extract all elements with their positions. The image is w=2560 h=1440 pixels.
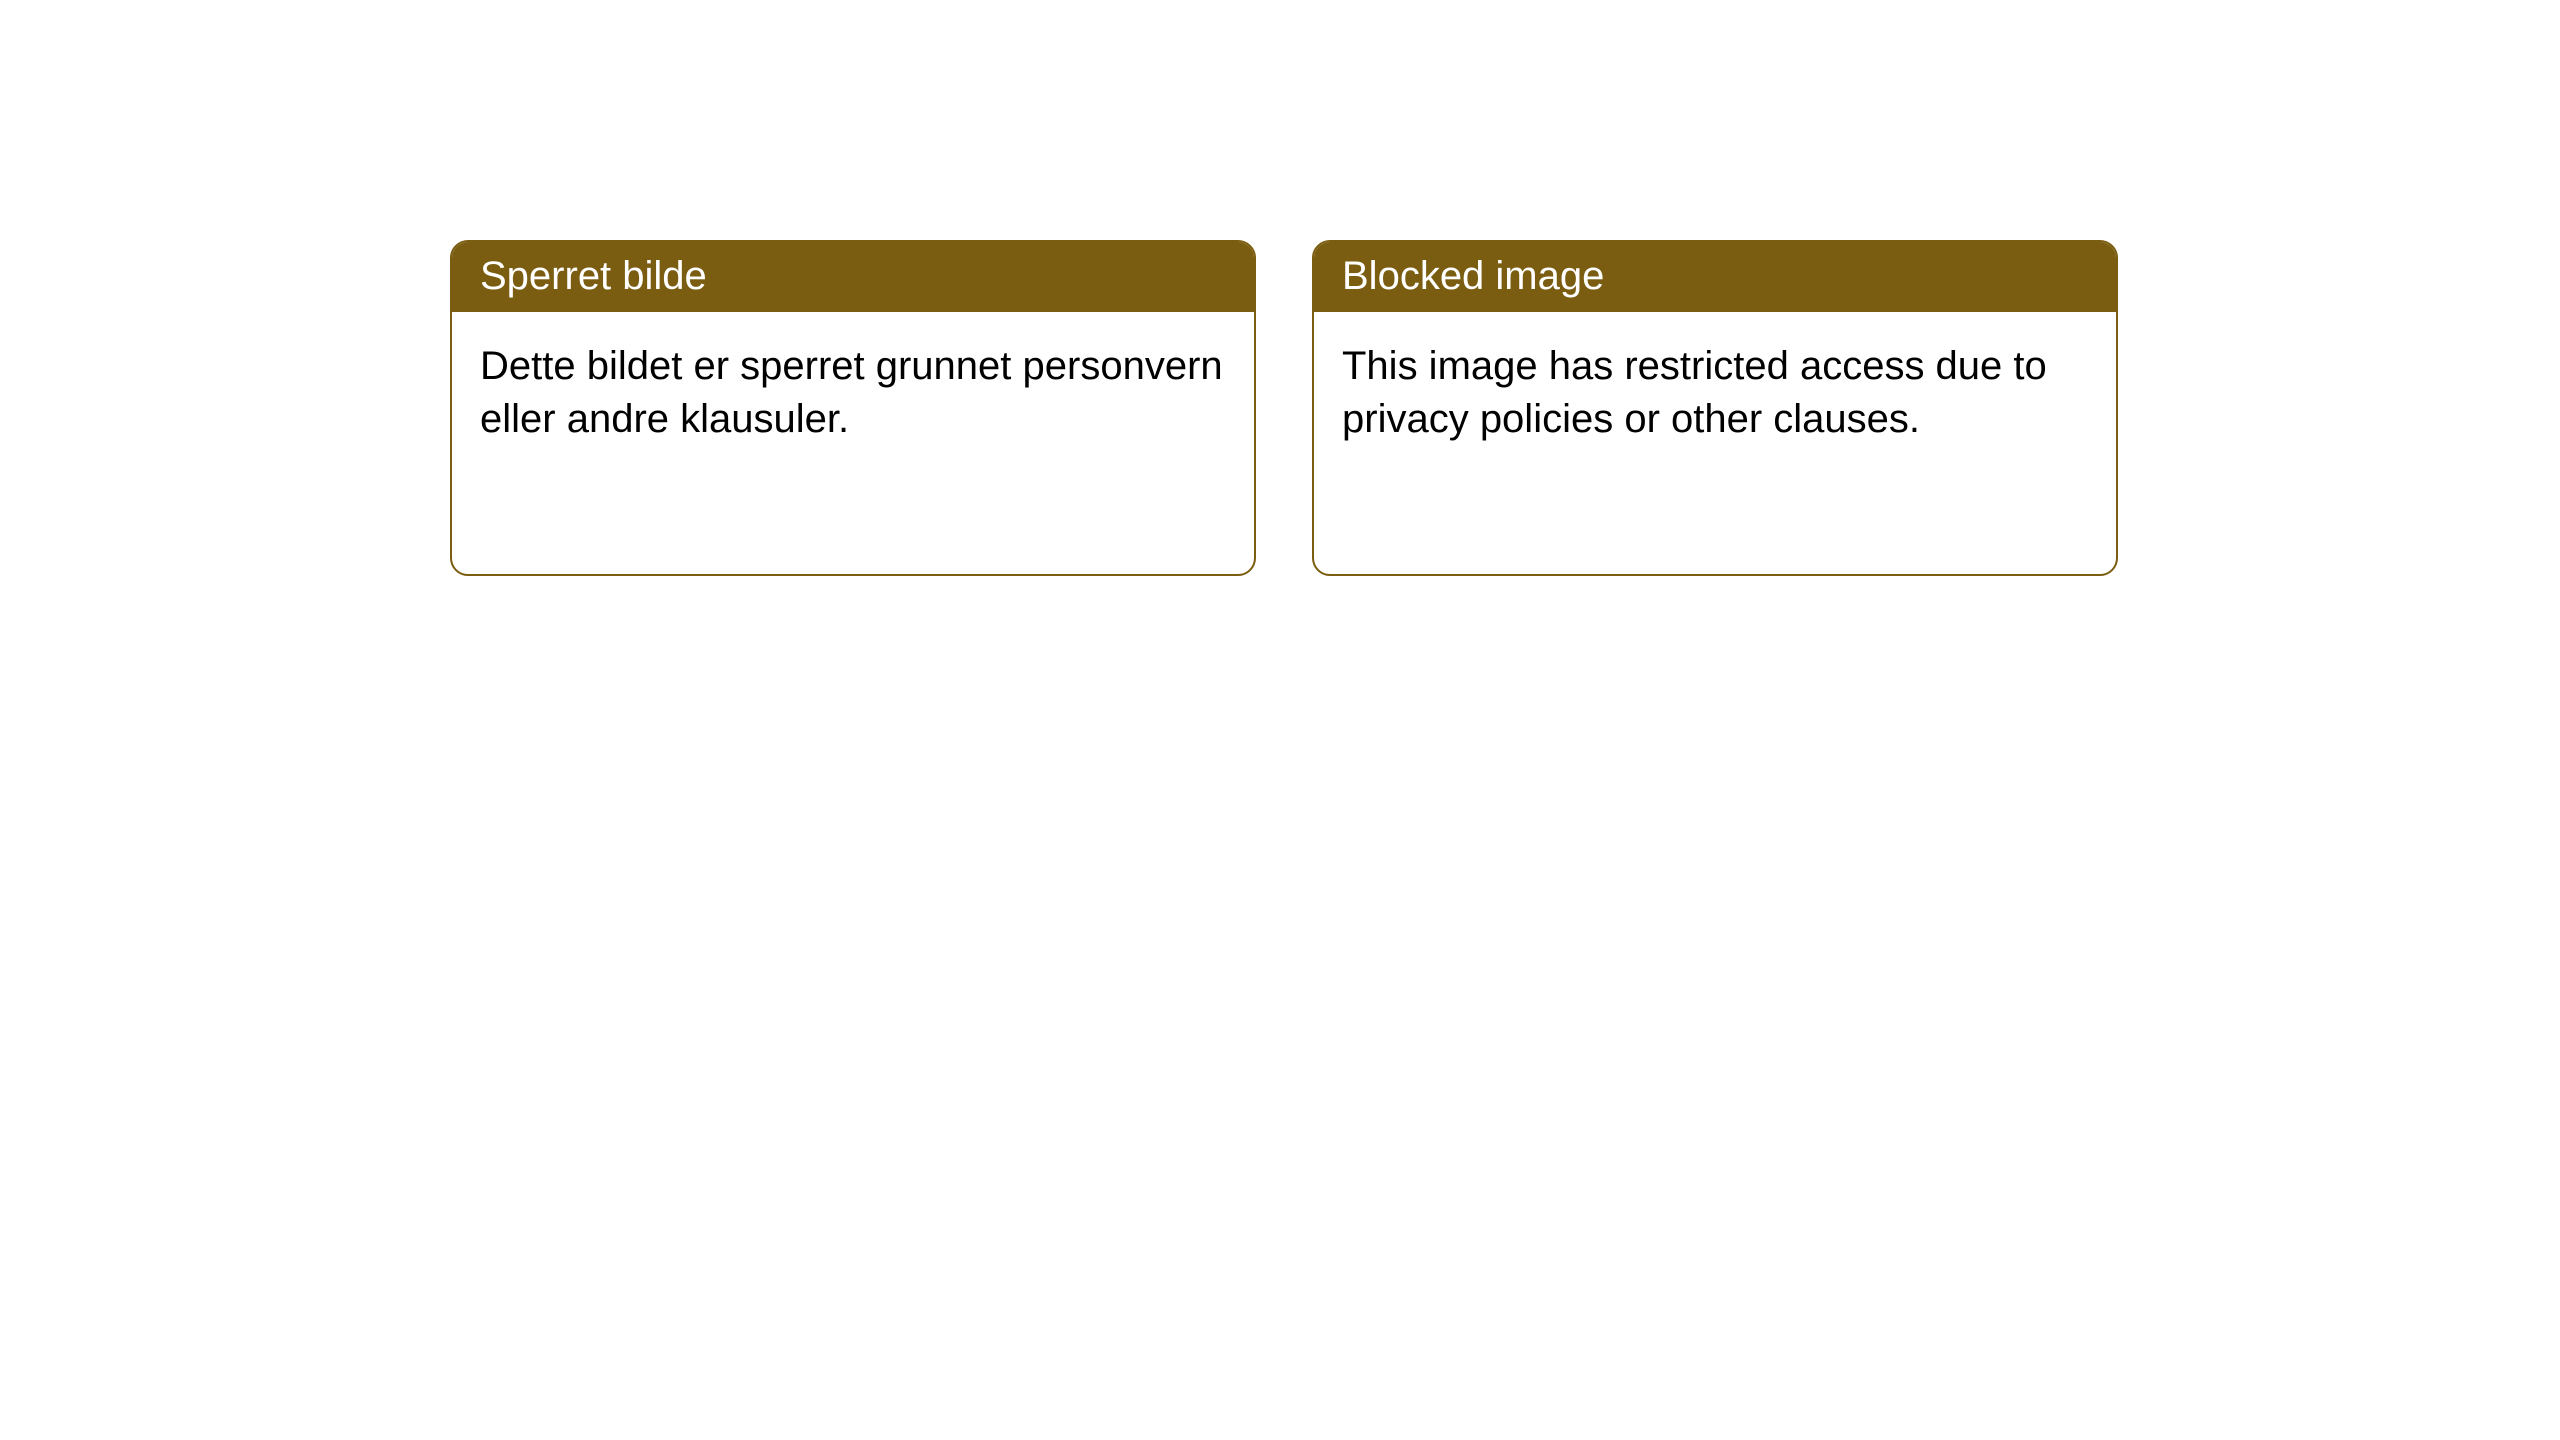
notice-container: Sperret bilde Dette bildet er sperret gr… bbox=[0, 0, 2560, 576]
notice-card-english: Blocked image This image has restricted … bbox=[1312, 240, 2118, 576]
notice-body-english: This image has restricted access due to … bbox=[1314, 312, 2116, 474]
notice-title-english: Blocked image bbox=[1314, 242, 2116, 312]
notice-body-norwegian: Dette bildet er sperret grunnet personve… bbox=[452, 312, 1254, 474]
notice-card-norwegian: Sperret bilde Dette bildet er sperret gr… bbox=[450, 240, 1256, 576]
notice-title-norwegian: Sperret bilde bbox=[452, 242, 1254, 312]
